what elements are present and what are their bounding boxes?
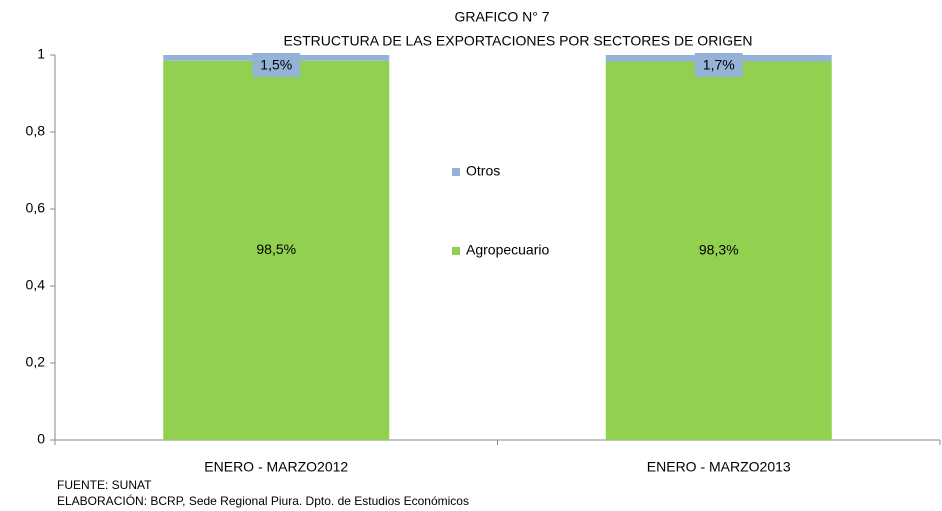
legend-swatch (452, 247, 460, 255)
x-tick-label: ENERO - MARZO2012 (204, 459, 348, 475)
data-label: 1,7% (703, 57, 735, 73)
x-tick-label: ENERO - MARZO2013 (647, 459, 791, 475)
data-label-box (252, 53, 301, 77)
y-tick-label: 0,6 (26, 200, 46, 216)
y-tick-label: 1 (37, 46, 45, 62)
y-tick-label: 0,8 (26, 123, 46, 139)
chart-title: GRAFICO N° 7 (454, 9, 549, 25)
chart-subtitle: ESTRUCTURA DE LAS EXPORTACIONES POR SECT… (283, 33, 752, 49)
legend-label: Otros (466, 163, 500, 179)
data-label-box (694, 53, 743, 77)
source-note: FUENTE: SUNAT (57, 478, 152, 492)
data-label: 98,3% (699, 241, 739, 257)
y-tick-label: 0 (37, 431, 45, 447)
credit-note: ELABORACIÓN: BCRP, Sede Regional Piura. … (57, 493, 469, 508)
legend-swatch (452, 168, 460, 176)
y-tick-label: 0,4 (26, 277, 46, 293)
data-label: 98,5% (256, 241, 296, 257)
legend-label: Agropecuario (466, 242, 549, 258)
data-label: 1,5% (260, 57, 292, 73)
bar-segment (163, 60, 390, 441)
y-tick-label: 0,2 (26, 354, 46, 370)
bar-segment (605, 61, 832, 441)
